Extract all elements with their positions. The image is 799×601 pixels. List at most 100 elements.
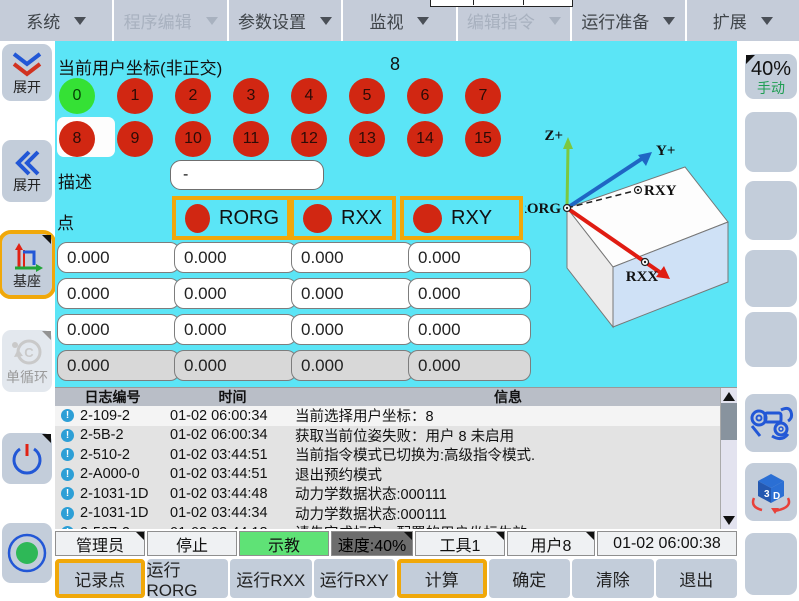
coord-value-field[interactable]: 0.000: [291, 242, 414, 273]
corner-marker: [42, 235, 51, 244]
menu-bar: 系统 程序编辑 参数设置 监视 编辑指令 运行准备 扩展: [0, 0, 799, 41]
scrollbar-thumb[interactable]: [721, 403, 737, 440]
right-rail-button-3[interactable]: [745, 250, 797, 307]
corner-marker: [136, 532, 144, 540]
coord-value-field[interactable]: 0.000: [291, 314, 414, 345]
green-dot-icon: [7, 533, 47, 573]
coord-value-field[interactable]: 0.000: [291, 278, 414, 309]
menu-label: 系统: [26, 13, 61, 32]
menu-item-extend[interactable]: 扩展: [686, 0, 799, 41]
log-row[interactable]: ! 2-5B-2 01-02 06:00:34 获取当前位姿失败：用户 8 未启…: [55, 425, 721, 445]
log-row[interactable]: ! 2-510-2 01-02 03:44:51 当前指令模式已切换为:高级指令…: [55, 445, 721, 465]
diagram-z-label: Z+: [544, 128, 563, 144]
log-row[interactable]: ! 2-1031-1D 01-02 03:44:34 动力学数据状态:00011…: [55, 503, 721, 523]
user-coord-panel: 当前用户坐标(非正交) 8 0 1 2 3 4 5 6 7 8 9 10 11 …: [55, 41, 737, 387]
user-coord-13[interactable]: 13: [349, 121, 385, 157]
right-rail-button-4[interactable]: [745, 312, 797, 367]
right-rail-button-1[interactable]: [745, 112, 797, 172]
user-coord-12[interactable]: 12: [291, 121, 327, 157]
clear-button[interactable]: 清除: [572, 559, 654, 598]
right-rail-button-bottom[interactable]: [745, 533, 797, 595]
menu-item-run-prepare[interactable]: 运行准备: [572, 0, 685, 41]
menu-item-program-edit: 程序编辑: [114, 0, 227, 41]
corner-marker: [496, 532, 504, 540]
log-time: 01-02 06:00:34: [170, 427, 268, 444]
status-datetime-text: 01-02 06:00:38: [613, 534, 721, 552]
status-tool[interactable]: 工具1: [415, 531, 505, 556]
point-rorg-button[interactable]: RORG: [172, 196, 291, 240]
user-coord-5[interactable]: 5: [349, 78, 385, 114]
speed-mode-button[interactable]: 40% 手动: [745, 54, 797, 99]
user-coord-10[interactable]: 10: [175, 121, 211, 157]
confirm-button[interactable]: 确定: [488, 559, 570, 598]
log-row[interactable]: ! 2-1031-1D 01-02 03:44:48 动力学数据状态:00011…: [55, 484, 721, 504]
menu-item-system[interactable]: 系统: [0, 0, 113, 41]
speed-value: 40%: [750, 57, 792, 80]
coord-value-field[interactable]: 0.000: [57, 278, 180, 309]
scroll-up-icon[interactable]: [723, 392, 735, 401]
run-rxy-button[interactable]: 运行RXY: [313, 559, 395, 598]
coord-value-field[interactable]: 0.000: [174, 242, 297, 273]
log-time: 01-02 03:44:51: [170, 466, 268, 483]
expand-left-button[interactable]: 展开: [2, 140, 52, 202]
scroll-down-icon[interactable]: [723, 516, 735, 525]
status-user-level[interactable]: 管理员: [55, 531, 145, 556]
point-rxx-button[interactable]: RXX: [290, 196, 396, 240]
view-3d-button[interactable]: 3 D: [745, 463, 797, 521]
coord-value-field[interactable]: 0.000: [57, 242, 180, 273]
user-coord-9[interactable]: 9: [117, 121, 153, 157]
description-input[interactable]: -: [170, 160, 324, 190]
run-rxx-button[interactable]: 运行RXX: [230, 559, 312, 598]
user-coord-7[interactable]: 7: [465, 78, 501, 114]
expand-left-label: 展开: [13, 177, 41, 193]
user-coord-6[interactable]: 6: [407, 78, 443, 114]
user-coord-11[interactable]: 11: [233, 121, 269, 157]
point-rxy-button[interactable]: RXY: [400, 196, 523, 240]
hand-guide-button[interactable]: [745, 394, 797, 452]
chevron-down-icon: [74, 16, 87, 25]
corner-marker: [42, 434, 51, 443]
user-coord-1[interactable]: 1: [117, 78, 153, 114]
status-speed[interactable]: 速度:40%: [331, 531, 413, 556]
cycle-arrow-icon: C: [12, 339, 42, 365]
coord-value-field[interactable]: 0.000: [174, 314, 297, 345]
svg-text:C: C: [24, 345, 34, 360]
corner-marker: [42, 331, 51, 340]
exit-button[interactable]: 退出: [655, 559, 737, 598]
record-point-button[interactable]: 记录点: [55, 559, 145, 598]
power-button[interactable]: [2, 433, 52, 484]
user-coord-14[interactable]: 14: [407, 121, 443, 157]
coord-value-field[interactable]: 0.000: [408, 242, 531, 273]
status-user[interactable]: 用户8: [507, 531, 595, 556]
user-coord-3[interactable]: 3: [233, 78, 269, 114]
user-coord-8[interactable]: 8: [59, 121, 95, 157]
calculate-button[interactable]: 计算: [397, 559, 487, 598]
log-scrollbar[interactable]: [720, 388, 737, 529]
diagram-rxy-label: RXY: [644, 183, 677, 199]
user-coord-0[interactable]: 0: [59, 78, 95, 114]
coord-value-field-readonly: 0.000: [174, 350, 297, 381]
run-rorg-button[interactable]: 运行RORG: [146, 559, 228, 600]
coord-value-field[interactable]: 0.000: [57, 314, 180, 345]
expand-down-button[interactable]: 展开: [2, 44, 52, 101]
log-header-id: 日志编号: [84, 389, 141, 405]
log-id: 2-A000-0: [80, 466, 140, 483]
base-coord-button[interactable]: 基座: [0, 230, 56, 299]
user-coord-4[interactable]: 4: [291, 78, 327, 114]
coord-value-field[interactable]: 0.000: [174, 278, 297, 309]
point-rorg-label: RORG: [219, 206, 279, 229]
menu-item-parameter-settings[interactable]: 参数设置: [228, 0, 342, 41]
user-coord-15[interactable]: 15: [465, 121, 501, 157]
log-row[interactable]: ! 2-109-2 01-02 06:00:34 当前选择用户坐标：8: [55, 406, 721, 426]
log-row-partial[interactable]: ! 2-527-2 01-02 03:44:18 请先完成标定，配置的用户坐标生…: [55, 523, 721, 529]
log-id: 2-1031-1D: [80, 505, 149, 522]
log-row[interactable]: ! 2-A000-0 01-02 03:44:51 退出预约模式: [55, 464, 721, 484]
log-id: 2-527-2: [80, 525, 170, 529]
selected-coord-number: 8: [390, 54, 401, 74]
chevron-down-icon: [548, 16, 561, 25]
coord-value-field[interactable]: 0.000: [408, 314, 531, 345]
servo-start-button[interactable]: [2, 523, 52, 583]
coord-value-field[interactable]: 0.000: [408, 278, 531, 309]
user-coord-2[interactable]: 2: [175, 78, 211, 114]
right-rail-button-2[interactable]: [745, 181, 797, 240]
